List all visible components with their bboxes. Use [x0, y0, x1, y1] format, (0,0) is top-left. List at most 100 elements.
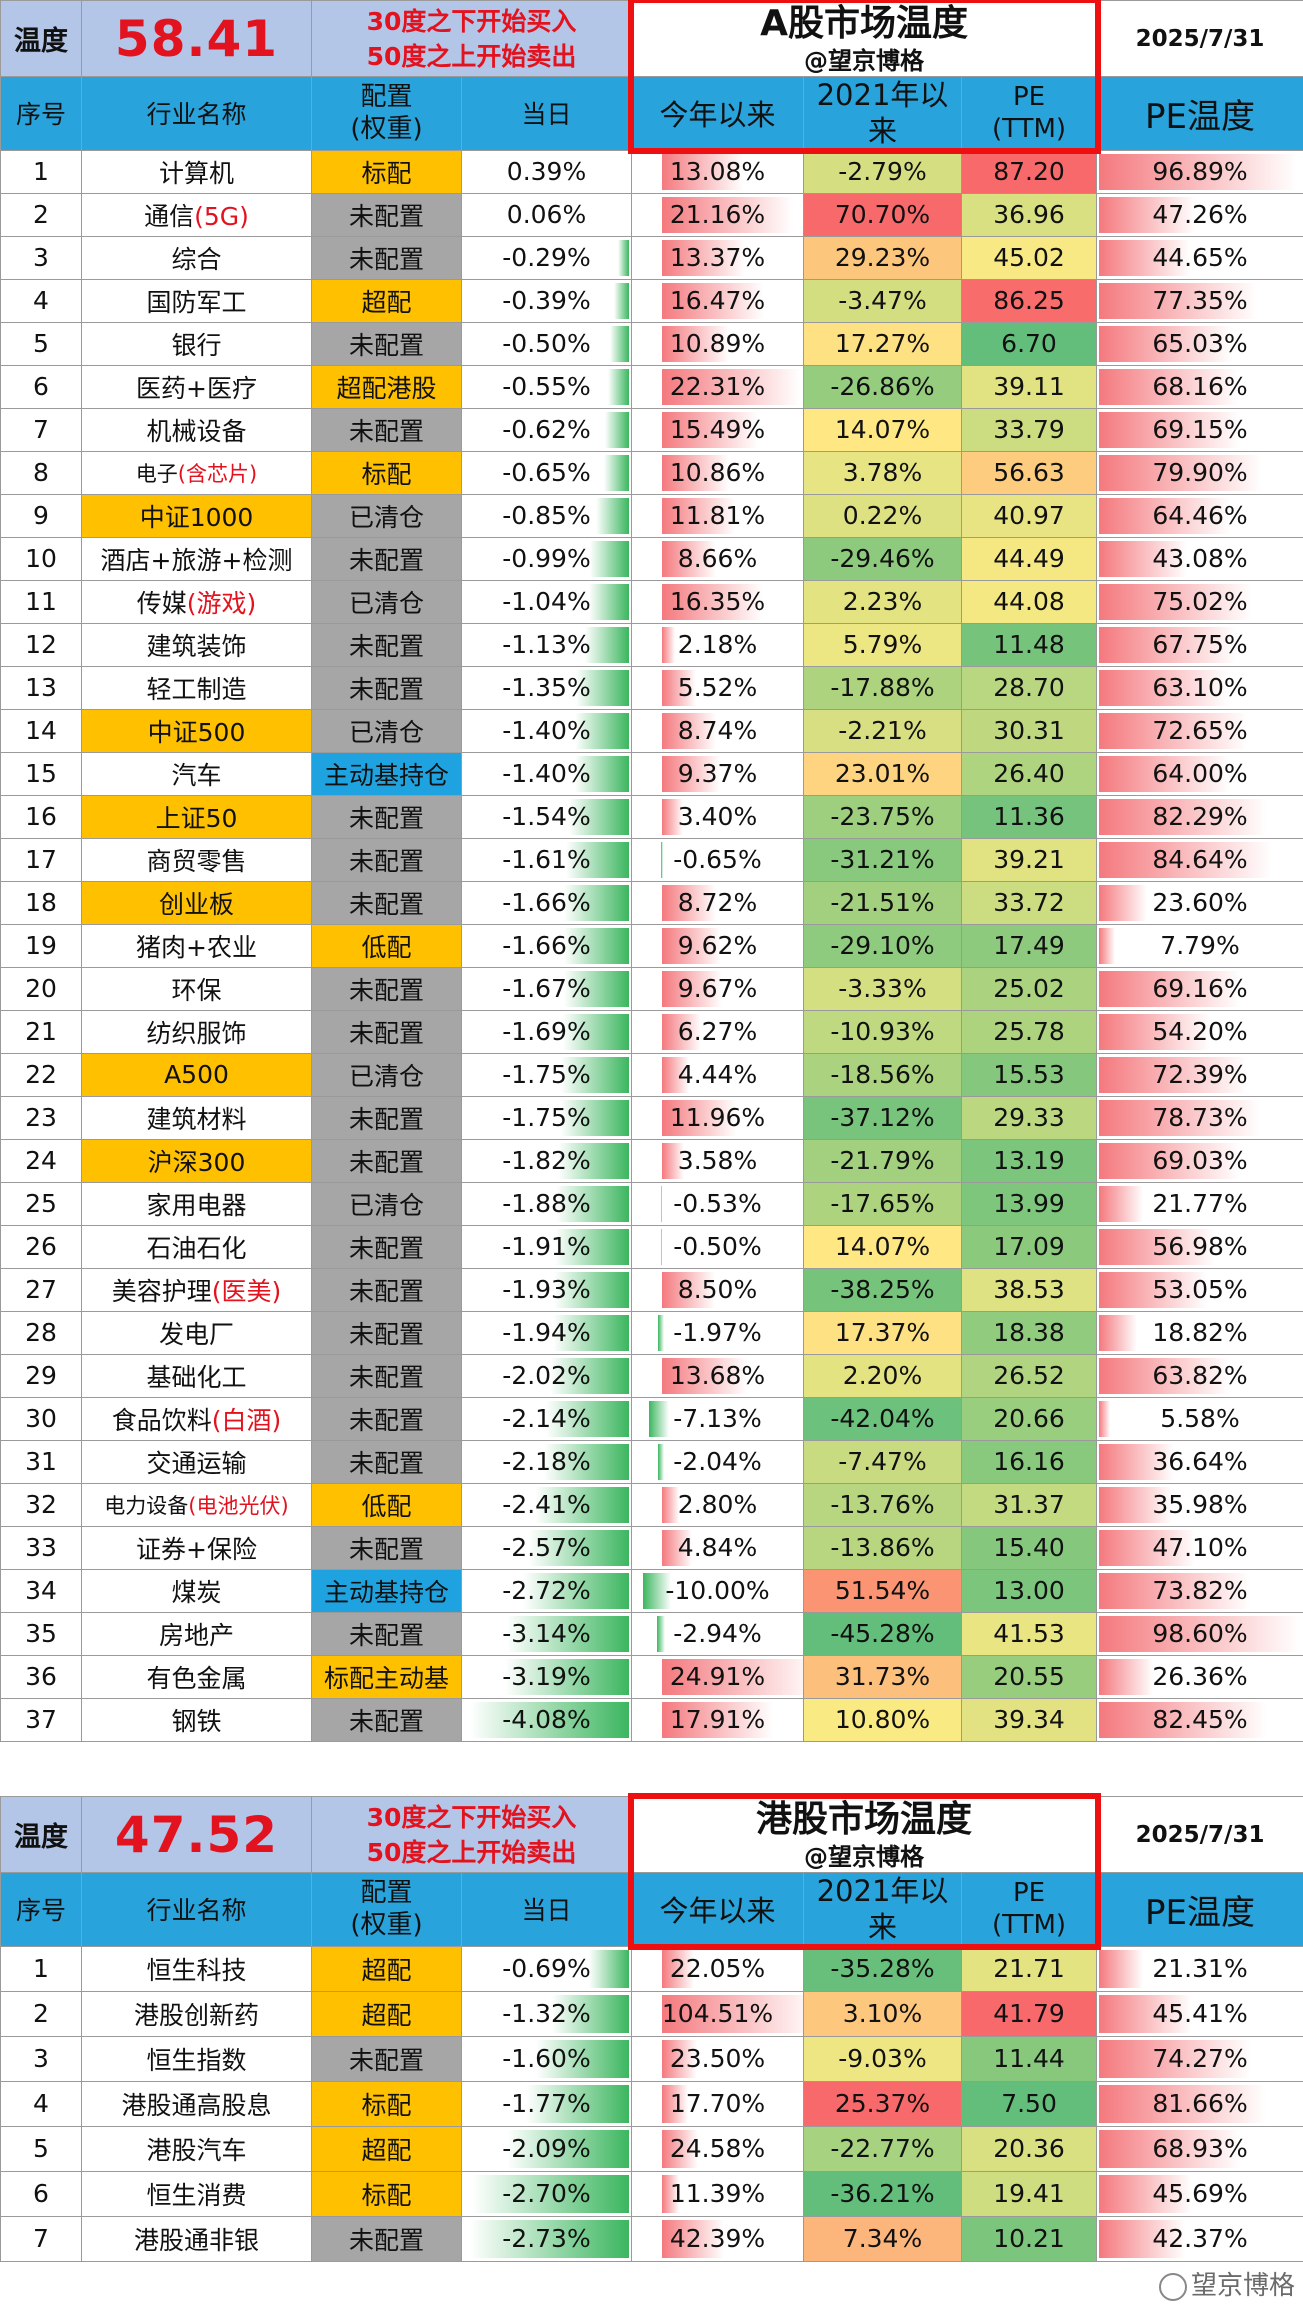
- day-change-value: 0.39%: [506, 157, 587, 186]
- pe-ttm-cell: 25.78: [961, 1009, 1098, 1054]
- since-2021-cell: -7.47%: [803, 1439, 963, 1484]
- ytd-bar: [658, 1314, 664, 1351]
- header-allocation: 配置 (权重): [311, 76, 462, 151]
- a-share-table-row: 9 中证1000 已清仓 -0.85% 11.81% 0.22% 40.97 64.46%: [0, 493, 1303, 538]
- industry-name-cell: 电子(含芯片): [81, 450, 312, 495]
- hk-table-row: 4 港股通高股息 标配 -1.77% 17.70% 25.37% 7.50 81.66%: [0, 2080, 1303, 2127]
- industry-name-cell: 国防军工: [81, 278, 312, 323]
- day-change-cell: -1.66%: [460, 880, 633, 925]
- a-share-table-row: 37 钢铁 未配置 -4.08% 17.91% 10.80% 39.34 82.45%: [0, 1697, 1303, 1742]
- day-change-cell: -0.65%: [460, 450, 633, 495]
- ytd-change-cell: 3.58%: [631, 1138, 805, 1183]
- industry-name-cell: 恒生科技: [81, 1945, 312, 1992]
- day-change-cell: -0.69%: [460, 1945, 633, 1992]
- since-2021-cell: -36.21%: [803, 2170, 963, 2217]
- pe-temperature-bar: [1099, 798, 1267, 835]
- pe-ttm-cell: 11.36: [961, 794, 1098, 839]
- pe-temperature-value: 5.58%: [1160, 1404, 1240, 1433]
- pe-temperature-bar: [1099, 1486, 1173, 1523]
- hk-date-text: 2025/7/31: [1096, 1796, 1303, 1873]
- since-2021-cell: -23.75%: [803, 794, 963, 839]
- industry-name-cell: 电力设备(电池光伏): [81, 1482, 312, 1527]
- allocation-cell: 未配置: [311, 966, 462, 1011]
- pe-temperature-value: 75.02%: [1152, 587, 1248, 616]
- pe-temperature-value: 65.03%: [1152, 329, 1248, 358]
- day-change-cell: -1.75%: [460, 1052, 633, 1097]
- watermark: 望京博格: [1158, 2265, 1295, 2302]
- since-2021-cell: -17.65%: [803, 1181, 963, 1226]
- day-change-value: 0.06%: [506, 200, 587, 229]
- ytd-value: -2.04%: [673, 1447, 762, 1476]
- row-number-cell: 34: [0, 1568, 82, 1613]
- row-number-cell: 14: [0, 708, 82, 753]
- since-2021-cell: -13.86%: [803, 1525, 963, 1570]
- pe-temperature-cell: 64.46%: [1096, 493, 1303, 538]
- industry-name: 港股通非银: [133, 2225, 259, 2255]
- ytd-bar: [661, 1185, 663, 1222]
- pe-ttm-cell: 20.66: [961, 1396, 1098, 1441]
- pe-temperature-cell: 26.36%: [1096, 1654, 1303, 1699]
- industry-name: 钢铁: [171, 1706, 222, 1736]
- allocation-cell: 未配置: [311, 1396, 462, 1441]
- row-number-cell: 9: [0, 493, 82, 538]
- pe-temperature-bar: [1099, 1615, 1301, 1652]
- industry-note: (电池光伏): [188, 1493, 289, 1518]
- day-change-cell: -0.85%: [460, 493, 633, 538]
- pe-temperature-bar: [1099, 583, 1252, 620]
- a-share-table-row: 6 医药+医疗 超配港股 -0.55% 22.31% -26.86% 39.11 68.16%: [0, 364, 1303, 409]
- industry-name: 上证50: [155, 803, 238, 833]
- pe-temperature-value: 54.20%: [1152, 1017, 1248, 1046]
- day-change-value: -0.39%: [502, 286, 591, 315]
- pe-ttm-cell: 36.96: [961, 192, 1098, 237]
- day-change-value: -1.60%: [502, 2044, 591, 2073]
- day-change-bar: [564, 884, 630, 921]
- row-number-cell: 8: [0, 450, 82, 495]
- allocation-cell: 未配置: [311, 1611, 462, 1656]
- day-change-value: -1.35%: [502, 673, 591, 702]
- pe-temperature-bar: [1099, 540, 1187, 577]
- day-change-cell: -1.32%: [460, 1990, 633, 2037]
- day-change-bar: [569, 798, 630, 835]
- since-2021-cell: -38.25%: [803, 1267, 963, 1312]
- industry-name: 食品饮料: [111, 1405, 212, 1435]
- allocation-cell: 未配置: [311, 1525, 462, 1570]
- ytd-value: 8.66%: [677, 544, 758, 573]
- industry-name-cell: 美容护理(医美): [81, 1267, 312, 1312]
- pe-temperature-cell: 74.27%: [1096, 2035, 1303, 2082]
- pe-ttm-cell: 39.34: [961, 1697, 1098, 1742]
- ytd-bar: [662, 583, 764, 620]
- a-share-table-row: 18 创业板 未配置 -1.66% 8.72% -21.51% 33.72 23.60%: [0, 880, 1303, 925]
- day-change-cell: -1.54%: [460, 794, 633, 839]
- ytd-value: 16.35%: [669, 587, 766, 616]
- pe-ttm-cell: 18.38: [961, 1310, 1098, 1355]
- pe-ttm-cell: 20.36: [961, 2125, 1098, 2172]
- pe-temperature-bar: [1099, 1099, 1260, 1136]
- ytd-change-cell: -2.04%: [631, 1439, 805, 1484]
- pe-ttm-cell: 56.63: [961, 450, 1098, 495]
- allocation-cell: 低配: [311, 923, 462, 968]
- hk-temperature-label: 温度: [0, 1796, 82, 1873]
- a-share-table-row: 10 酒店+旅游+检测 未配置 -0.99% 8.66% -29.46% 44.49 43.0…: [0, 536, 1303, 581]
- ytd-change-cell: 9.37%: [631, 751, 805, 796]
- pe-temperature-cell: 56.98%: [1096, 1224, 1303, 1269]
- pe-temperature-cell: 42.37%: [1096, 2215, 1303, 2262]
- row-number-cell: 18: [0, 880, 82, 925]
- pe-temperature-bar: [1099, 1142, 1240, 1179]
- ytd-value: -7.13%: [673, 1404, 762, 1433]
- ytd-change-cell: 5.52%: [631, 665, 805, 710]
- allocation-cell: 未配置: [311, 1095, 462, 1140]
- ytd-value: 42.39%: [669, 2224, 766, 2253]
- hk-table-row: 5 港股汽车 超配 -2.09% 24.58% -22.77% 20.36 68.93%: [0, 2125, 1303, 2172]
- date-text: 2025/7/31: [1096, 0, 1303, 77]
- day-change-value: -2.57%: [502, 1533, 591, 1562]
- day-change-cell: -3.14%: [460, 1611, 633, 1656]
- row-number-cell: 29: [0, 1353, 82, 1398]
- ytd-change-cell: -0.50%: [631, 1224, 805, 1269]
- row-number-cell: 7: [0, 2215, 82, 2262]
- a-share-table-row: 1 计算机 标配 0.39% 13.08% -2.79% 87.20 96.89%: [0, 149, 1303, 194]
- ytd-change-cell: 8.72%: [631, 880, 805, 925]
- day-change-bar: [604, 411, 630, 448]
- a-share-table-row: 31 交通运输 未配置 -2.18% -2.04% -7.47% 16.16 36.64%: [0, 1439, 1303, 1484]
- since-2021-cell: -29.46%: [803, 536, 963, 581]
- ytd-change-cell: -10.00%: [631, 1568, 805, 1613]
